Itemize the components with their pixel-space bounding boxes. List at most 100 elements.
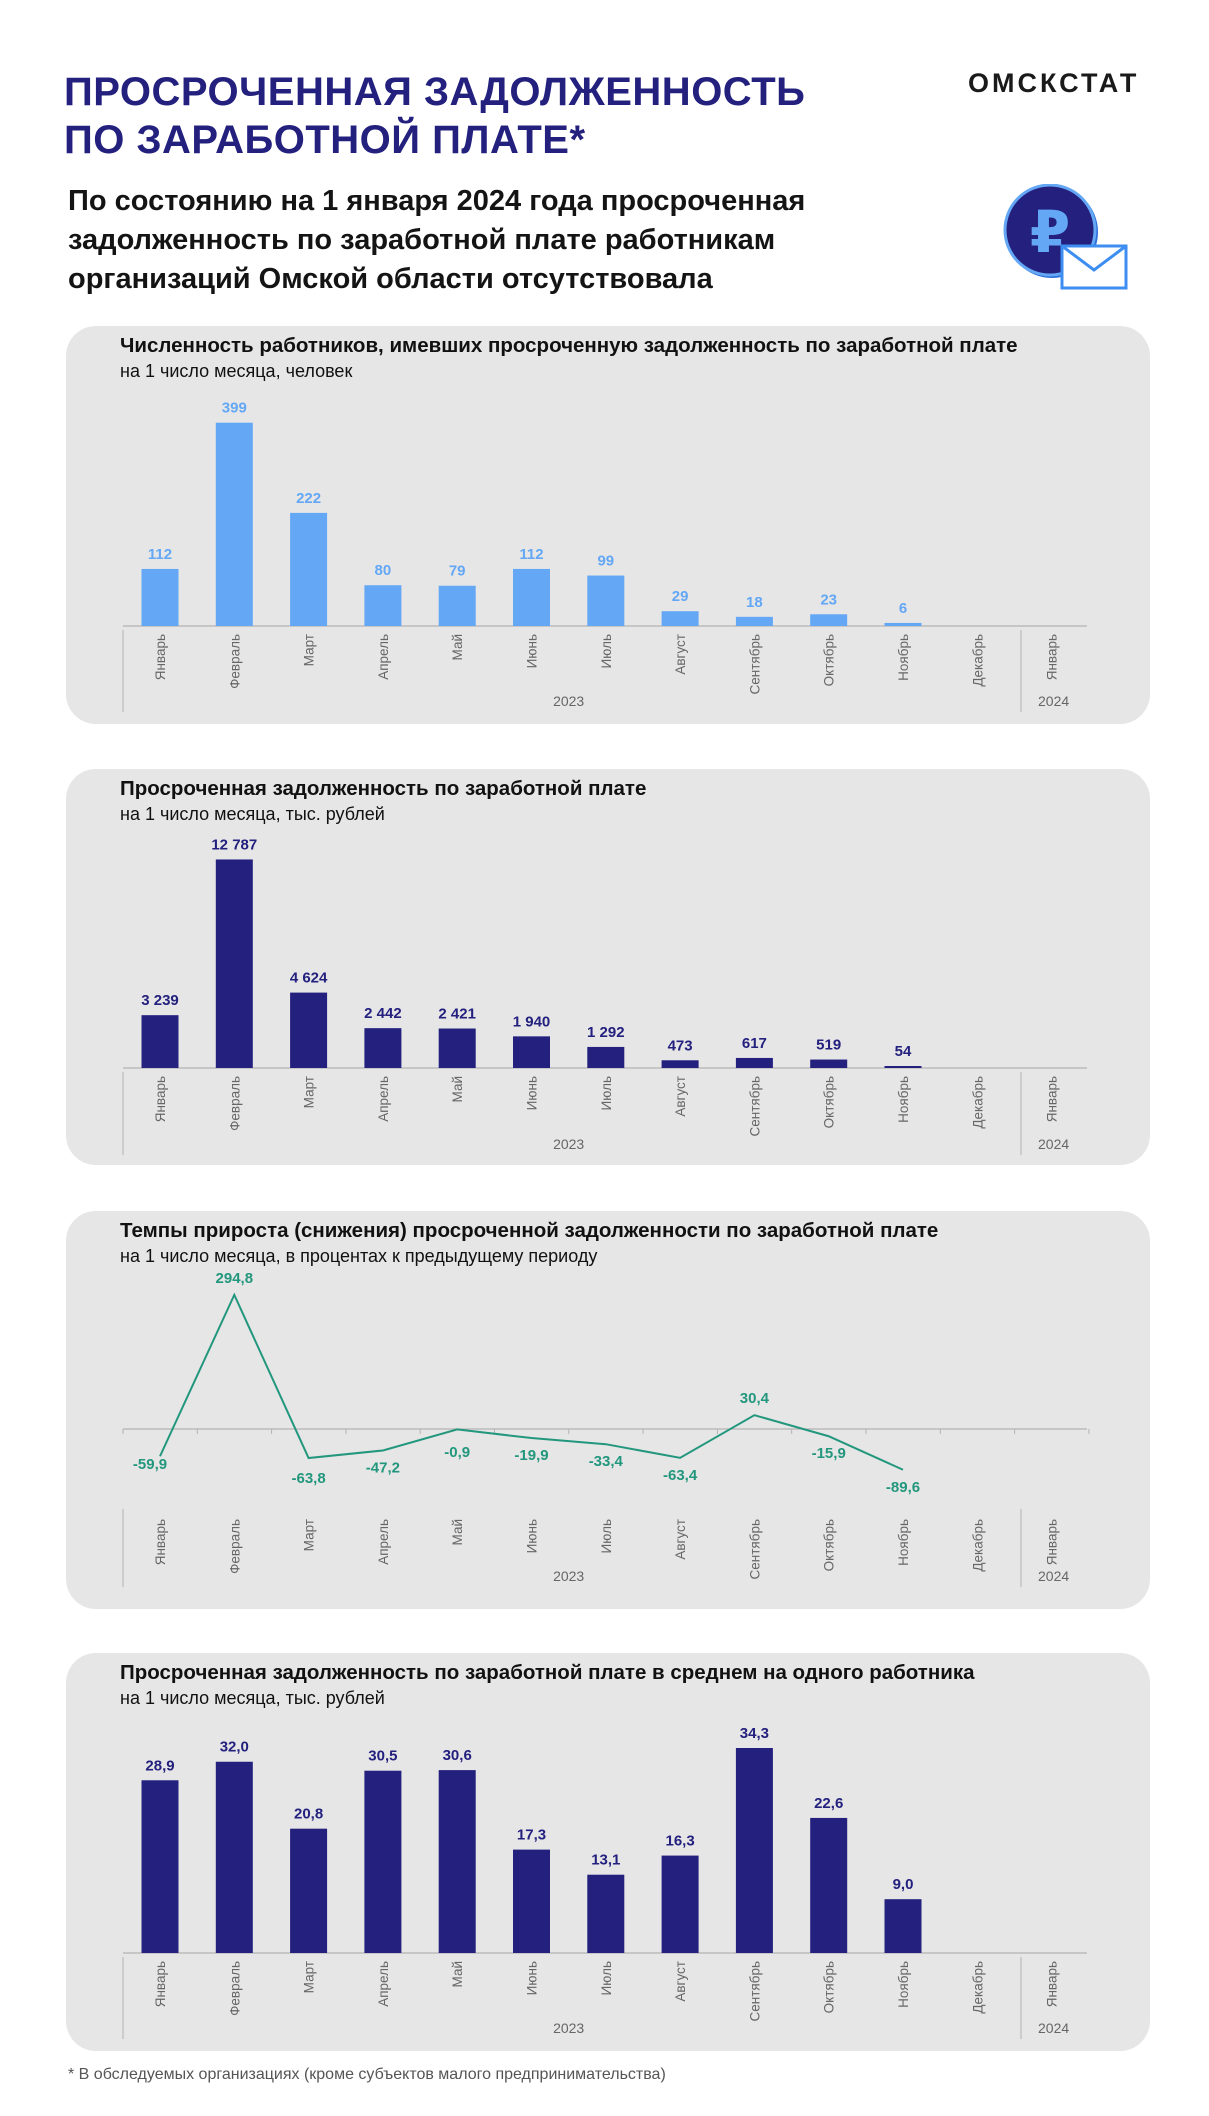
bar — [735, 616, 773, 626]
data-label: 16,3 — [665, 1833, 694, 1850]
data-label: 1 940 — [513, 1013, 551, 1030]
page-subtitle: По состоянию на 1 января 2024 года проср… — [68, 182, 988, 299]
bar — [215, 1761, 253, 1953]
bar — [661, 1060, 699, 1068]
data-label: 4 624 — [290, 970, 328, 987]
bar — [364, 585, 402, 626]
bar — [810, 1817, 848, 1953]
x-tick-label: Сентябрь — [747, 1519, 762, 1579]
brand-logo-text: ОМСКСТАТ — [968, 68, 1140, 98]
chart-per-worker-svg: 28,9 32,0 20,8 30,5 30,6 17,3 13,1 16,3 34,3 22,6… — [122, 1725, 1087, 2039]
x-tick-label: Октябрь — [822, 1519, 837, 1571]
bar — [364, 1770, 402, 1953]
group-label: 2024 — [1038, 693, 1069, 709]
data-label: 617 — [742, 1035, 767, 1052]
data-label: 3 239 — [141, 992, 179, 1009]
page-title-line2: ПО ЗАРАБОТНОЙ ПЛАТЕ* — [64, 118, 586, 162]
data-label: 112 — [519, 546, 543, 563]
data-label: 294,8 — [216, 1270, 254, 1287]
footnote: * В обследуемых организациях (кроме субъ… — [68, 2066, 666, 2083]
bar — [364, 1028, 402, 1068]
x-tick-label: Август — [673, 1961, 688, 2002]
bar — [735, 1057, 773, 1068]
x-tick-label: Сентябрь — [747, 1961, 762, 2021]
x-tick-label: Август — [673, 1519, 688, 1560]
x-tick-label: Июль — [599, 1961, 614, 1995]
x-tick-label: Май — [450, 1076, 465, 1102]
group-label: 2024 — [1038, 2020, 1069, 2036]
x-tick-label: Март — [302, 634, 317, 666]
page-title: ПРОСРОЧЕННАЯ ЗАДОЛЖЕННОСТЬ ПО ЗАРАБОТНОЙ… — [64, 68, 884, 164]
data-label: 30,4 — [740, 1390, 770, 1407]
x-tick-label: Январь — [1045, 634, 1060, 680]
bar — [141, 1780, 179, 1953]
bar — [438, 1028, 476, 1068]
data-label: 112 — [148, 546, 172, 563]
x-tick-label: Ноябрь — [896, 1076, 911, 1123]
x-tick-label: Январь — [153, 1961, 168, 2007]
x-tick-label: Февраль — [227, 1961, 242, 2016]
x-tick-label: Январь — [153, 1076, 168, 1122]
data-label: 79 — [449, 563, 466, 580]
bar — [215, 422, 253, 626]
x-tick-label: Июль — [599, 634, 614, 668]
data-label: 23 — [820, 591, 837, 608]
page-subtitle-line2: задолженность по заработной плате работн… — [68, 224, 776, 256]
x-tick-label: Май — [450, 634, 465, 660]
data-label: -33,4 — [589, 1453, 624, 1470]
x-tick-label: Октябрь — [822, 1961, 837, 2013]
chart-panel-arrears: Просроченная задолженность по заработной… — [66, 769, 1150, 1165]
series-line — [159, 1292, 904, 1471]
x-tick-label: Февраль — [227, 634, 242, 689]
group-label: 2024 — [1038, 1136, 1069, 1152]
bar — [141, 568, 179, 626]
group-label: 2023 — [553, 2020, 584, 2036]
data-label: 18 — [746, 594, 763, 611]
bar — [513, 1849, 550, 1953]
x-tick-label: Февраль — [227, 1076, 242, 1131]
x-tick-label: Январь — [153, 634, 168, 680]
data-label: 32,0 — [220, 1739, 249, 1756]
data-label: 519 — [816, 1037, 841, 1054]
bar — [587, 1874, 625, 1953]
x-tick-label: Апрель — [376, 634, 391, 680]
x-tick-label: Март — [302, 1961, 317, 1993]
x-tick-label: Июнь — [525, 1076, 540, 1110]
x-tick-label: Январь — [1045, 1519, 1060, 1565]
x-tick-label: Август — [673, 1076, 688, 1117]
data-label: 17,3 — [517, 1827, 546, 1844]
data-label: 99 — [597, 553, 614, 570]
data-label: -63,8 — [291, 1470, 325, 1487]
chart-title: Темпы прироста (снижения) просроченной з… — [120, 1219, 939, 1242]
chart-growth-svg: -59,9 294,8 -63,8 -47,2 -0,9 -19,9 -33,4 -63,4 3… — [122, 1270, 1090, 1587]
group-label: 2023 — [553, 1136, 584, 1152]
data-label: 30,6 — [443, 1747, 472, 1764]
x-tick-label: Декабрь — [970, 1519, 985, 1572]
data-label: 34,3 — [740, 1725, 769, 1742]
bar — [141, 1015, 179, 1068]
bar — [735, 1748, 773, 1953]
bar — [587, 575, 625, 626]
chart-panel-workers: Численность работников, имевших просроче… — [66, 326, 1150, 724]
bar — [513, 1036, 550, 1068]
x-tick-label: Июнь — [525, 1961, 540, 1995]
x-tick-label: Ноябрь — [896, 634, 911, 681]
x-tick-label: Июль — [599, 1076, 614, 1110]
chart-title: Численность работников, имевших просроче… — [120, 334, 1018, 357]
x-tick-label: Апрель — [376, 1961, 391, 2007]
data-label: -63,4 — [663, 1467, 698, 1484]
x-tick-label: Июнь — [525, 1519, 540, 1553]
x-tick-label: Январь — [153, 1519, 168, 1565]
data-label: 2 442 — [364, 1005, 402, 1022]
bar — [290, 1828, 328, 1953]
data-label: 1 292 — [587, 1024, 625, 1041]
bar — [884, 1899, 922, 1953]
bar — [661, 611, 699, 626]
page-title-line1: ПРОСРОЧЕННАЯ ЗАДОЛЖЕННОСТЬ — [64, 70, 806, 114]
page-subtitle-line1: По состоянию на 1 января 2024 года проср… — [68, 185, 806, 217]
data-label: 54 — [895, 1043, 912, 1060]
data-label: 399 — [222, 400, 247, 417]
x-tick-label: Декабрь — [970, 1076, 985, 1129]
x-tick-label: Апрель — [376, 1519, 391, 1565]
bar — [438, 585, 476, 626]
